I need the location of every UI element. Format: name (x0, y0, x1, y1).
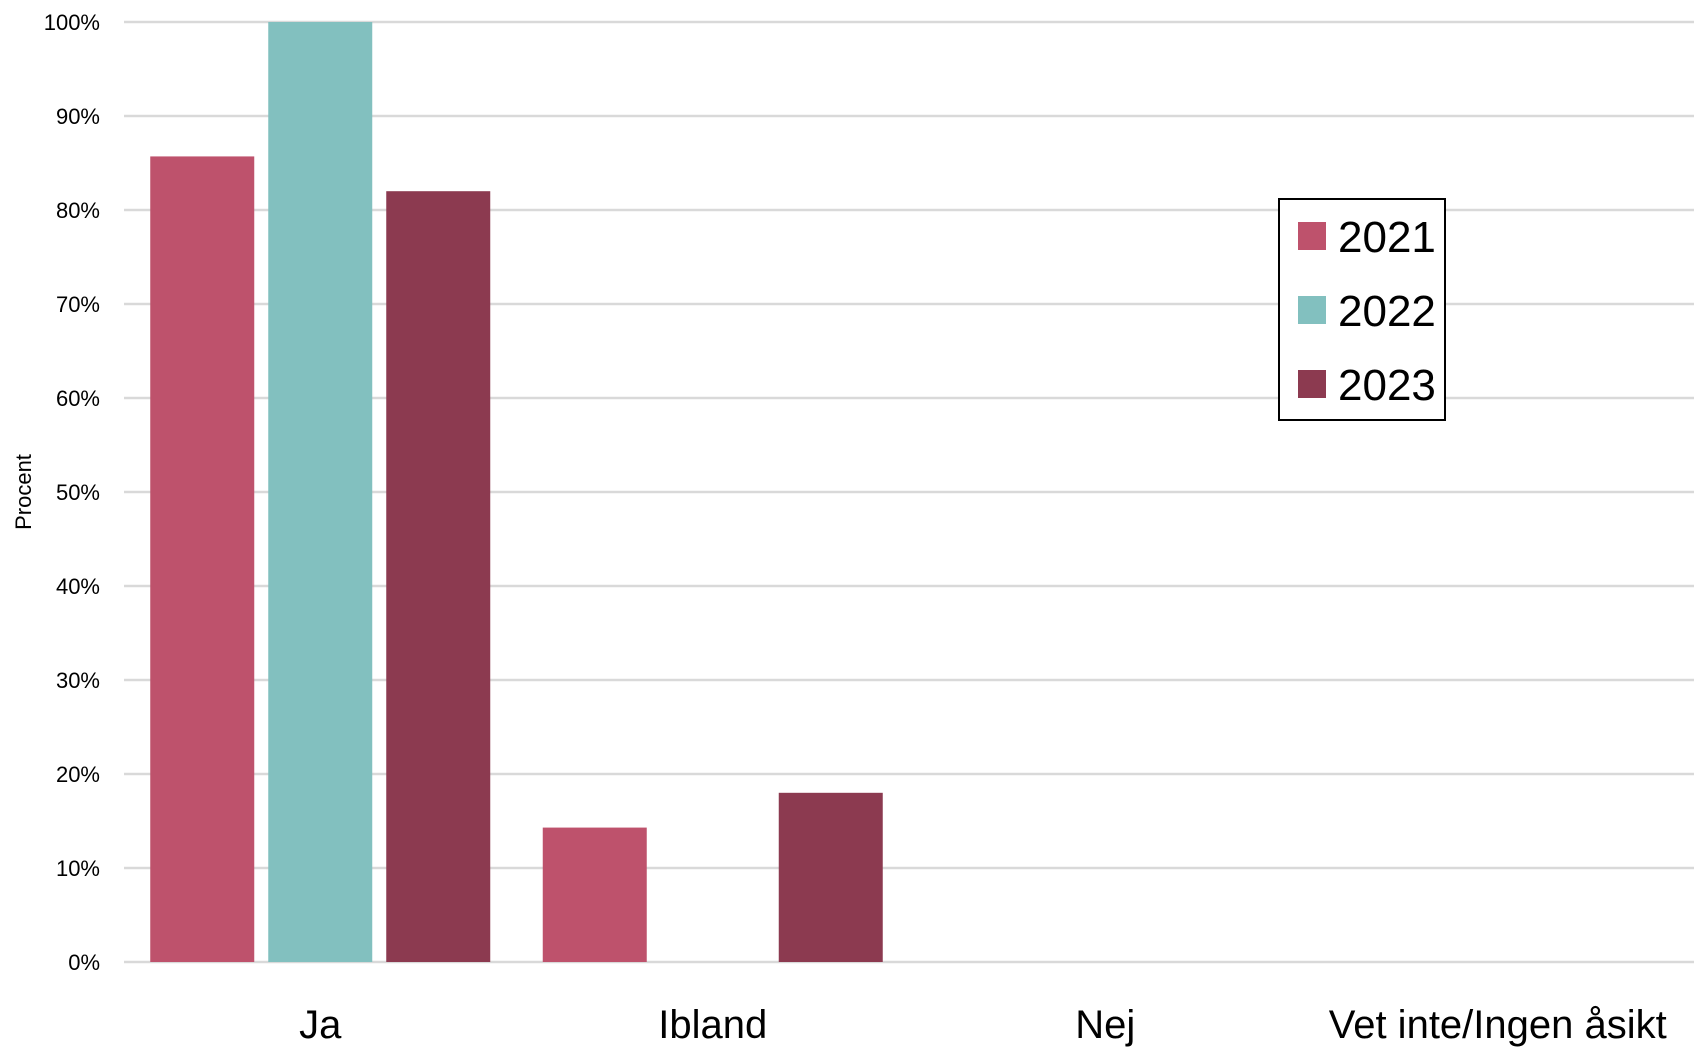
y-tick-label: 0% (68, 950, 100, 975)
y-tick-label: 70% (56, 292, 100, 317)
y-tick-label: 80% (56, 198, 100, 223)
legend-swatch (1298, 370, 1326, 398)
gridlines (124, 20, 1694, 964)
y-tick-label: 20% (56, 762, 100, 787)
legend: 2021 2022 2023 (1278, 198, 1446, 421)
y-tick-label: 50% (56, 480, 100, 505)
x-category-label: Ja (299, 1003, 342, 1047)
legend-label: 2021 (1338, 213, 1436, 262)
bar-2023-1 (386, 191, 491, 962)
bar-2022-1 (268, 22, 373, 962)
x-axis-categories: Ja Ibland Nej Vet inte/Ingen åsikt (299, 1003, 1667, 1047)
y-tick-label: 30% (56, 668, 100, 693)
legend-label: 2022 (1338, 287, 1436, 336)
y-tick-label: 90% (56, 104, 100, 129)
bar-2023-2 (778, 792, 883, 962)
y-tick-label: 60% (56, 386, 100, 411)
x-category-label: Vet inte/Ingen åsikt (1329, 1003, 1667, 1047)
y-tick-label: 10% (56, 856, 100, 881)
x-category-label: Ibland (658, 1003, 767, 1047)
y-axis-ticks: 0% 10% 20% 30% 40% 50% 60% 70% 80% 90% 100% (44, 10, 100, 975)
legend-label: 2023 (1338, 361, 1436, 410)
bar-2021-2 (542, 827, 647, 962)
legend-swatch (1298, 296, 1326, 324)
bars (150, 22, 883, 963)
x-category-label: Nej (1075, 1003, 1135, 1047)
y-tick-label: 40% (56, 574, 100, 599)
y-axis-title: Procent (11, 454, 36, 530)
bar-2021-1 (150, 156, 255, 963)
legend-swatch (1298, 222, 1326, 250)
y-tick-label: 100% (44, 10, 100, 35)
